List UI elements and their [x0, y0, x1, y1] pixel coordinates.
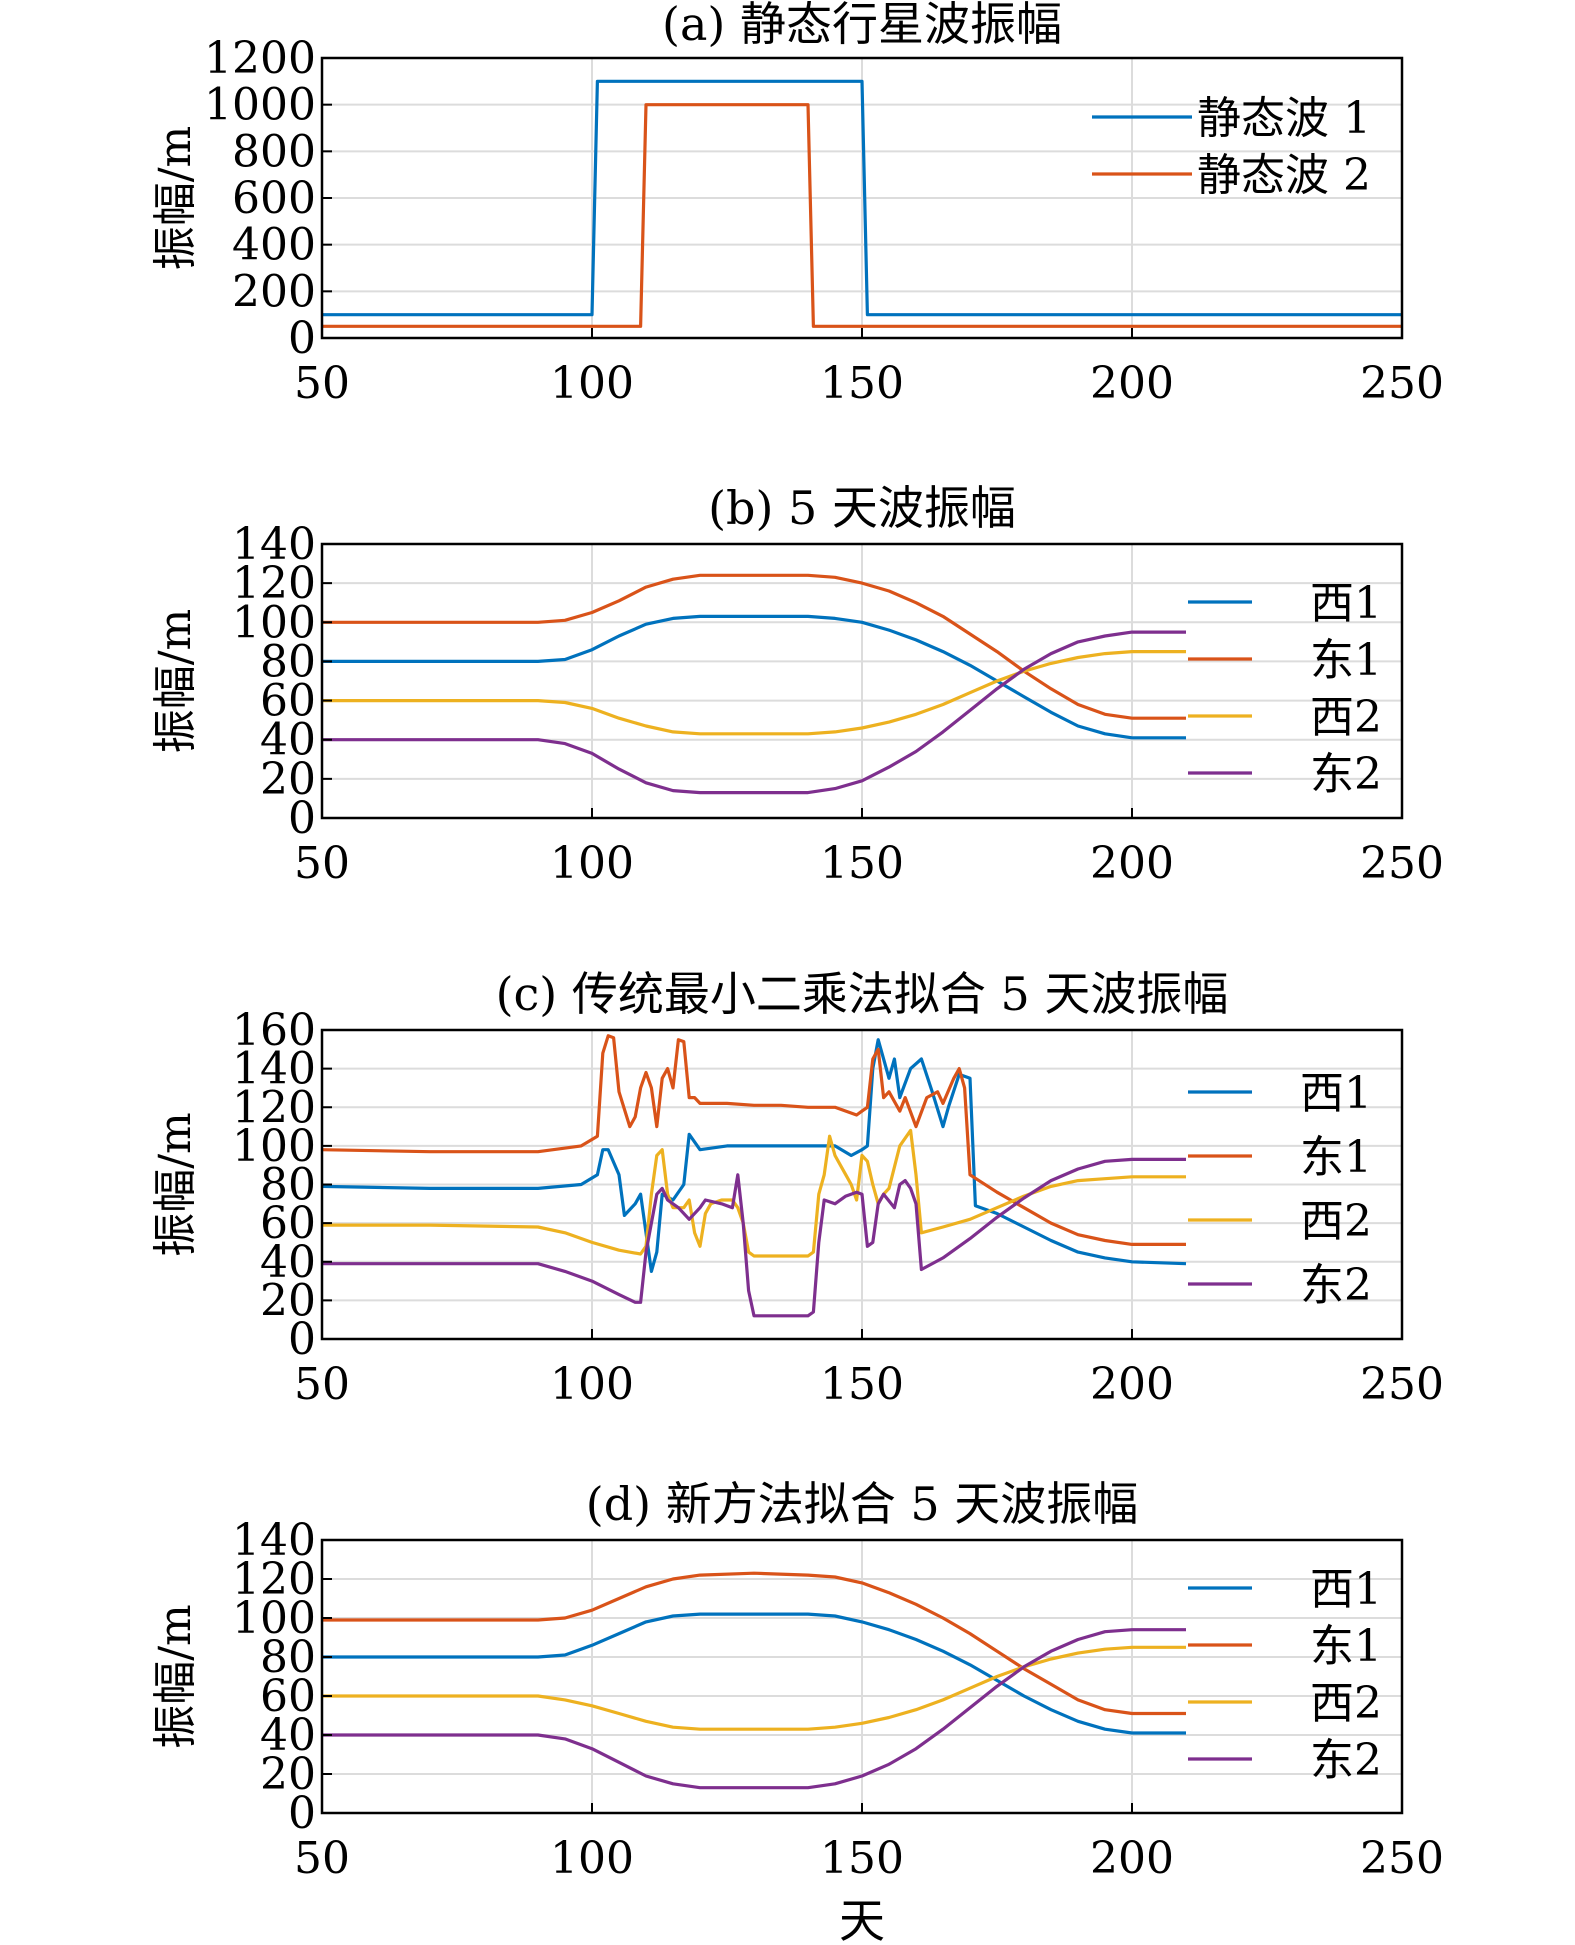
y-tick-label: 400: [232, 220, 316, 271]
x-tick-label: 200: [1090, 838, 1174, 889]
y-tick-label: 100: [232, 597, 316, 648]
legend-label: 西1: [1310, 1564, 1382, 1615]
x-tick-label: 250: [1360, 1359, 1444, 1410]
y-tick-label: 1200: [204, 33, 316, 84]
y-tick-label: 200: [232, 266, 316, 317]
x-tick-label: 100: [550, 1359, 634, 1410]
legend: 西1 东1 西2 东2: [1188, 578, 1382, 800]
y-axis-label: 振幅/m: [150, 609, 201, 754]
x-tick-label: 100: [550, 358, 634, 409]
y-tick-label: 0: [288, 793, 316, 844]
series-line-2: [321, 1034, 1186, 1246]
legend-label: 东2: [1310, 1735, 1382, 1786]
y-tick-label: 140: [232, 1044, 316, 1095]
y-tick-label: 60: [260, 676, 316, 727]
series-line-2: [322, 573, 1186, 720]
y-tick-label: 20: [260, 1275, 316, 1326]
legend: 静态波 1 静态波 2: [1092, 93, 1371, 201]
legend-label: 西1: [1300, 1068, 1372, 1119]
legend-label: 东1: [1300, 1132, 1372, 1183]
legend-label: 西2: [1310, 1678, 1382, 1729]
legend-label: 东1: [1310, 635, 1382, 686]
y-axis-label: 振幅/m: [150, 1112, 201, 1257]
x-tick-label: 150: [820, 358, 904, 409]
x-tick-label: 150: [820, 838, 904, 889]
y-tick-label: 40: [260, 715, 316, 766]
y-axis-label: 振幅/m: [150, 1604, 201, 1749]
legend-label: 静态波 1: [1197, 93, 1371, 144]
series-line-2: [322, 103, 1402, 328]
legend-label: 东2: [1300, 1260, 1372, 1311]
x-tick-label: 100: [550, 1833, 634, 1884]
x-tick-label: 150: [820, 1359, 904, 1410]
series-line-4: [322, 1157, 1186, 1318]
panel-title: (b) 5 天波振幅: [708, 481, 1016, 535]
x-tick-label: 250: [1360, 358, 1444, 409]
series-line-1: [322, 79, 1402, 317]
legend-label: 静态波 2: [1197, 150, 1371, 201]
y-axis-label: 振幅/m: [150, 126, 201, 271]
x-tick-label: 50: [294, 838, 350, 889]
series-line-4: [322, 630, 1186, 795]
y-tick-label: 0: [288, 313, 316, 364]
y-tick-label: 100: [232, 1593, 316, 1644]
series-line-4: [322, 1628, 1186, 1790]
legend: 西1 东1 西2 东2: [1188, 1068, 1372, 1311]
legend-label: 西2: [1300, 1196, 1372, 1247]
series-line-1: [322, 614, 1186, 740]
x-tick-label: 250: [1360, 1833, 1444, 1884]
series-line-3: [322, 1128, 1186, 1258]
x-tick-label: 200: [1090, 358, 1174, 409]
legend-label: 东1: [1310, 1621, 1382, 1672]
x-tick-label: 150: [820, 1833, 904, 1884]
series-line-3: [322, 650, 1186, 736]
y-tick-label: 140: [232, 519, 316, 570]
y-tick-label: 800: [232, 126, 316, 177]
y-tick-label: 40: [260, 1237, 316, 1288]
y-tick-label: 80: [260, 1632, 316, 1683]
x-tick-label: 50: [294, 358, 350, 409]
panel-title: (d) 新方法拟合 5 天波振幅: [586, 1477, 1138, 1531]
legend: 西1 东1 西2 东2: [1188, 1564, 1382, 1786]
y-tick-label: 1000: [204, 80, 316, 131]
x-tick-label: 200: [1090, 1359, 1174, 1410]
y-tick-label: 60: [260, 1198, 316, 1249]
y-tick-label: 100: [232, 1121, 316, 1172]
y-tick-label: 20: [260, 1749, 316, 1800]
panel-title: (a) 静态行星波振幅: [662, 0, 1062, 51]
y-tick-label: 80: [260, 636, 316, 687]
y-tick-label: 120: [232, 1082, 316, 1133]
legend-label: 东2: [1310, 749, 1382, 800]
y-tick-label: 80: [260, 1160, 316, 1211]
x-tick-label: 100: [550, 838, 634, 889]
y-tick-label: 60: [260, 1671, 316, 1722]
y-tick-label: 140: [232, 1515, 316, 1566]
y-tick-label: 20: [260, 754, 316, 805]
series-line-2: [322, 1571, 1186, 1716]
x-tick-label: 200: [1090, 1833, 1174, 1884]
panel-title: (c) 传统最小二乘法拟合 5 天波振幅: [496, 967, 1229, 1021]
legend-label: 西2: [1310, 692, 1382, 743]
series-line-3: [322, 1645, 1186, 1731]
y-tick-label: 160: [232, 1005, 316, 1056]
x-tick-label: 250: [1360, 838, 1444, 889]
series-line-1: [322, 1612, 1186, 1735]
x-tick-label: 50: [294, 1359, 350, 1410]
legend-label: 西1: [1310, 578, 1382, 629]
y-tick-label: 600: [232, 173, 316, 224]
series-line-1: [321, 1038, 1187, 1273]
y-tick-label: 0: [288, 1788, 316, 1839]
y-tick-label: 40: [260, 1710, 316, 1761]
y-tick-label: 120: [232, 558, 316, 609]
y-tick-label: 120: [232, 1554, 316, 1605]
x-axis-label: 天: [839, 1894, 885, 1945]
y-tick-label: 0: [288, 1314, 316, 1365]
x-tick-label: 50: [294, 1833, 350, 1884]
